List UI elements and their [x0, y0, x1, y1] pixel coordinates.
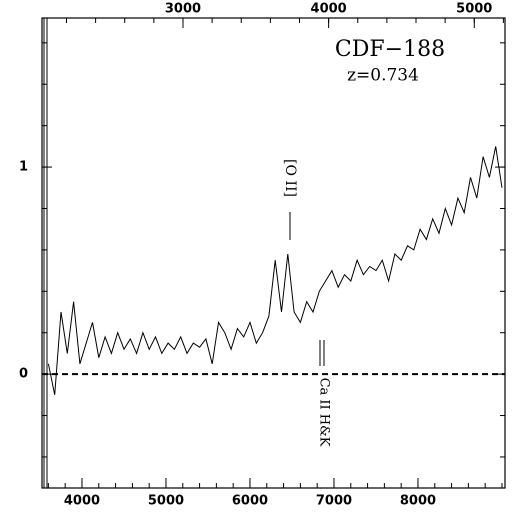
y-tick-label: 0 [19, 367, 28, 382]
cahk-label: Ca II H&K [317, 378, 332, 447]
oii-label: [O II] [282, 159, 298, 197]
x-tick-label: 6000 [232, 494, 268, 509]
x2-tick-label: 3000 [165, 2, 201, 17]
x-tick-label: 4000 [64, 494, 100, 509]
x-tick-label: 8000 [400, 494, 436, 509]
plot-frame [41, 17, 506, 489]
spectrum [47, 146, 503, 395]
object-name: CDF−188 [335, 37, 445, 62]
x2-tick-label: 5000 [456, 2, 492, 17]
x-tick-label: 7000 [316, 494, 352, 509]
x2-tick-label: 4000 [311, 2, 347, 17]
x-tick-label: 5000 [148, 494, 184, 509]
redshift: z=0.734 [347, 66, 419, 86]
y-tick-label: 1 [19, 160, 28, 175]
